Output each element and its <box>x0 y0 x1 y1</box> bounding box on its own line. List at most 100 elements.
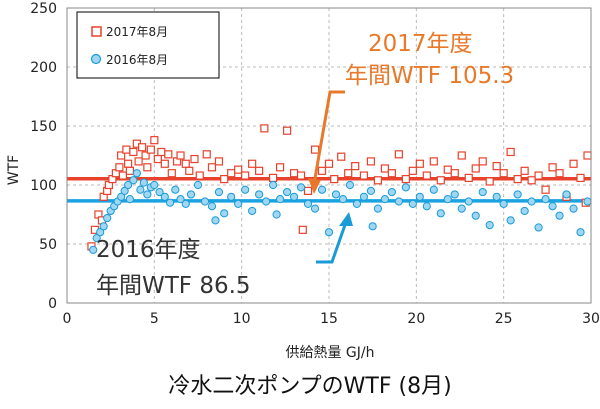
point-2016 <box>92 234 101 243</box>
point-2017 <box>422 171 431 180</box>
point-2016 <box>583 197 592 206</box>
point-2016 <box>555 211 564 220</box>
y-tick-label: 250 <box>30 1 57 17</box>
legend-marker-2017 <box>91 26 102 37</box>
point-2017 <box>124 159 133 168</box>
point-2017 <box>118 171 127 180</box>
point-2016 <box>548 202 557 211</box>
point-2017 <box>143 163 152 172</box>
legend: 2017年8月 2016年8月 <box>76 11 220 79</box>
point-2017 <box>164 150 173 159</box>
point-2017 <box>527 176 536 185</box>
point-2016 <box>272 210 281 219</box>
point-2017 <box>167 169 176 178</box>
legend-label-2017: 2017年8月 <box>106 25 168 39</box>
point-2016 <box>317 185 327 194</box>
point-2016 <box>429 185 438 194</box>
point-2016 <box>227 192 236 201</box>
point-2017 <box>190 154 199 164</box>
point-2017 <box>506 147 515 157</box>
point-2016 <box>99 222 108 231</box>
annotation-2017-arrowhead <box>308 178 321 194</box>
point-2017 <box>471 164 480 173</box>
point-2016 <box>248 206 257 216</box>
y-tick-label: 50 <box>39 237 57 253</box>
point-2017 <box>415 159 424 168</box>
point-2017 <box>176 151 185 160</box>
plot-frame <box>66 7 592 304</box>
point-2016 <box>89 245 98 254</box>
point-2017 <box>324 159 334 168</box>
point-2017 <box>576 173 585 183</box>
annotation-2017-label: 年間WTF 105.3 <box>345 63 514 89</box>
point-2017 <box>141 151 150 160</box>
annotation-2017: 2017年度 年間WTF 105.3 <box>308 31 514 194</box>
point-2016 <box>345 180 355 190</box>
point-2017 <box>408 166 417 175</box>
point-2016 <box>310 204 320 213</box>
point-2016 <box>120 186 129 195</box>
point-2017 <box>351 162 360 171</box>
annotation-2017-arrow <box>312 90 345 185</box>
point-2017 <box>153 154 162 164</box>
point-2016 <box>534 223 543 232</box>
point-2016 <box>211 216 220 225</box>
point-2017 <box>317 166 327 175</box>
point-2016 <box>103 213 112 223</box>
point-2017 <box>157 147 166 157</box>
x-axis-label: 供給熱量 GJ/h <box>285 345 374 361</box>
point-2017 <box>380 164 389 173</box>
annotation-2016-arrowhead <box>339 212 353 226</box>
point-2016 <box>143 190 152 199</box>
point-2017 <box>373 176 383 185</box>
point-2016 <box>415 192 424 201</box>
point-2016 <box>464 197 473 206</box>
annotation-2016-year: 2016年度 <box>96 237 201 263</box>
point-2016 <box>241 185 250 194</box>
legend-label-2016: 2016年8月 <box>106 53 168 67</box>
point-2017 <box>115 163 124 172</box>
point-2016 <box>296 183 306 192</box>
point-2017 <box>129 147 138 157</box>
point-2016 <box>471 211 480 220</box>
point-2016 <box>436 209 445 218</box>
point-2017 <box>234 165 243 174</box>
point-2017 <box>134 157 143 166</box>
point-2016 <box>303 199 313 208</box>
point-2017 <box>260 124 269 133</box>
point-2016 <box>139 178 148 187</box>
point-2016 <box>207 202 217 211</box>
point-2017 <box>366 157 376 166</box>
point-2017 <box>181 159 190 168</box>
point-2016 <box>492 192 501 201</box>
y-tick-label: 200 <box>30 60 57 76</box>
point-2016 <box>380 195 389 204</box>
point-2017 <box>520 166 529 175</box>
point-2016 <box>186 190 196 199</box>
point-2017 <box>555 169 564 178</box>
point-2017 <box>122 145 131 154</box>
point-2016 <box>338 195 348 204</box>
point-2017 <box>207 163 217 172</box>
y-tick-label: 100 <box>30 178 57 194</box>
point-2017 <box>492 162 501 171</box>
point-2016 <box>129 176 138 185</box>
point-2017 <box>195 171 204 180</box>
point-2016 <box>401 183 410 192</box>
point-2016 <box>506 216 515 225</box>
point-2017 <box>485 177 494 186</box>
point-2016 <box>171 185 180 194</box>
point-2016 <box>485 221 494 230</box>
point-2016 <box>200 197 210 206</box>
point-2016 <box>132 169 141 178</box>
point-2016 <box>136 185 145 194</box>
point-2016 <box>368 222 377 231</box>
annotation-2016: 2016年度 年間WTF 86.5 <box>96 212 353 299</box>
point-2016 <box>165 198 175 207</box>
y-tick-label: 150 <box>30 119 57 135</box>
point-2017 <box>138 143 147 152</box>
point-2017 <box>499 169 508 178</box>
point-2017 <box>202 150 211 159</box>
point-2017 <box>117 151 126 160</box>
